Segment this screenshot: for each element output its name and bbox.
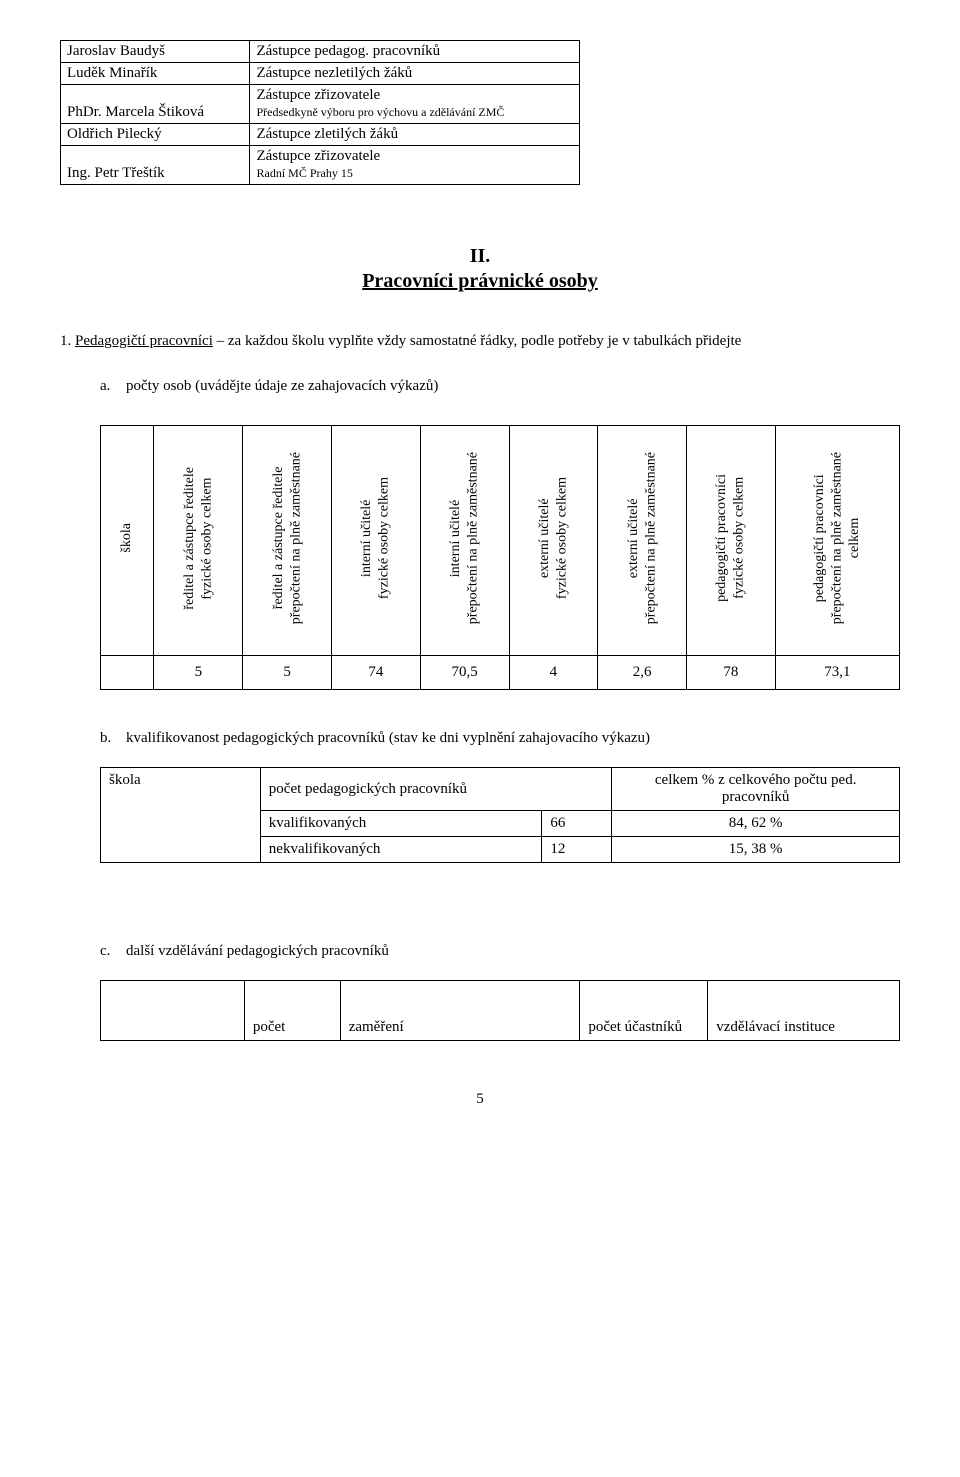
member-role: Zástupce zřizovatele Radní MČ Prahy 15 — [250, 146, 580, 185]
training-col: počet účastníků — [580, 981, 708, 1041]
counts-header: interní učiteléfyzické osoby celkem — [331, 426, 420, 656]
table-row: Ing. Petr Třeštík Zástupce zřizovatele R… — [61, 146, 580, 185]
training-table: počet zaměření počet účastníků vzdělávac… — [100, 980, 900, 1041]
qualification-table: škola počet pedagogických pracovníků cel… — [100, 767, 900, 863]
member-role: Zástupce zletilých žáků — [250, 124, 580, 146]
counts-table: škola ředitel a zástupce ředitelefyzické … — [100, 425, 900, 690]
counts-header-label: ředitel a zástupce ředitelefyzické osoby… — [181, 467, 216, 610]
item-rest: – za každou školu vyplňte vždy samostatn… — [213, 333, 741, 349]
member-name: Luděk Minařík — [61, 63, 250, 85]
counts-header-label: externí učiteléfyzické osoby celkem — [536, 477, 571, 599]
sub-marker: c. — [100, 943, 126, 960]
table-row: Oldřich Pilecký Zástupce zletilých žáků — [61, 124, 580, 146]
table-row: Luděk Minařík Zástupce nezletilých žáků — [61, 63, 580, 85]
counts-header-label: pedagogičtí pracovnícifyzické osoby celk… — [713, 474, 748, 602]
counts-header-label: interní učitelépřepočtení na plně zaměst… — [447, 452, 482, 624]
members-table: Jaroslav Baudyš Zástupce pedagog. pracov… — [60, 40, 580, 185]
table-row: PhDr. Marcela Štiková Zástupce zřizovate… — [61, 85, 580, 124]
training-empty — [101, 981, 245, 1041]
qual-row-pct: 15, 38 % — [612, 837, 900, 863]
counts-header: interní učitelépřepočtení na plně zaměst… — [420, 426, 509, 656]
training-col-text: počet účastníků — [588, 1019, 682, 1035]
role-sub: Předsedkyně výboru pro výchovu a zdělává… — [256, 105, 504, 119]
training-col: zaměření — [340, 981, 580, 1041]
sub-lead: počty osob — [126, 378, 191, 394]
sub-c: c.další vzdělávání pedagogických pracovn… — [100, 943, 900, 1041]
section-number: II. — [60, 245, 900, 268]
sub-lead: další vzdělávání pedagogických pracovník… — [126, 943, 389, 959]
counts-header-label: pedagogičtí pracovnícipřepočtení na plně… — [811, 452, 864, 624]
member-name: Ing. Petr Třeštík — [61, 146, 250, 185]
counts-cell: 5 — [154, 656, 243, 690]
sub-b: b.kvalifikovanost pedagogických pracovní… — [100, 730, 900, 863]
member-name: PhDr. Marcela Štiková — [61, 85, 250, 124]
sub-rest: (stav ke dni vyplnění zahajovacího výkaz… — [385, 730, 650, 746]
counts-header: pedagogičtí pracovnícipřepočtení na plně… — [775, 426, 899, 656]
counts-cell: 73,1 — [775, 656, 899, 690]
counts-cell: 78 — [687, 656, 776, 690]
training-col: počet — [244, 981, 340, 1041]
counts-cell: 2,6 — [598, 656, 687, 690]
member-name: Jaroslav Baudyš — [61, 41, 250, 63]
qual-row-label: kvalifikovaných — [260, 811, 542, 837]
sub-lead: kvalifikovanost pedagogických pracovníků — [126, 730, 385, 746]
qual-h-celkem: celkem % z celkového počtu ped. pracovní… — [612, 768, 900, 811]
sub-marker: a. — [100, 378, 126, 395]
qual-row-label: nekvalifikovaných — [260, 837, 542, 863]
qual-row-pct: 84, 62 % — [612, 811, 900, 837]
counts-header: ředitel a zástupce ředitelepřepočtení na… — [243, 426, 332, 656]
page-number: 5 — [60, 1091, 900, 1108]
counts-cell: 70,5 — [420, 656, 509, 690]
section-title: Pracovníci právnické osoby — [60, 270, 900, 293]
qual-h-pocet: počet pedagogických pracovníků — [260, 768, 612, 811]
counts-header: externí učiteléfyzické osoby celkem — [509, 426, 598, 656]
counts-cell: 4 — [509, 656, 598, 690]
sub-marker: b. — [100, 730, 126, 747]
counts-header-label: interní učiteléfyzické osoby celkem — [358, 477, 393, 599]
role-main: Zástupce zřizovatele — [256, 87, 380, 103]
counts-header-label: externí učitelépřepočtení na plně zaměst… — [625, 452, 660, 624]
item-number: 1. — [60, 333, 71, 349]
counts-cell: 74 — [331, 656, 420, 690]
member-name: Oldřich Pilecký — [61, 124, 250, 146]
sub-rest: (uvádějte údaje ze zahajovacích výkazů) — [191, 378, 438, 394]
counts-header: škola — [101, 426, 154, 656]
qual-row-n: 12 — [542, 837, 612, 863]
qual-h-skola: škola — [101, 768, 261, 863]
member-role: Zástupce zřizovatele Předsedkyně výboru … — [250, 85, 580, 124]
counts-cell: 5 — [243, 656, 332, 690]
member-role: Zástupce nezletilých žáků — [250, 63, 580, 85]
counts-header-label: škola — [118, 523, 136, 553]
member-role: Zástupce pedagog. pracovníků — [250, 41, 580, 63]
item-1: 1. Pedagogičtí pracovníci – za každou šk… — [60, 333, 900, 350]
role-sub: Radní MČ Prahy 15 — [256, 166, 352, 180]
counts-header: pedagogičtí pracovnícifyzické osoby celk… — [687, 426, 776, 656]
counts-header: externí učitelépřepočtení na plně zaměst… — [598, 426, 687, 656]
item-lead: Pedagogičtí pracovníci — [75, 333, 213, 349]
training-col: vzdělávací instituce — [708, 981, 900, 1041]
counts-cell — [101, 656, 154, 690]
table-row: Jaroslav Baudyš Zástupce pedagog. pracov… — [61, 41, 580, 63]
qual-row-n: 66 — [542, 811, 612, 837]
counts-header-label: ředitel a zástupce ředitelepřepočtení na… — [270, 452, 305, 624]
counts-header: ředitel a zástupce ředitelefyzické osoby… — [154, 426, 243, 656]
role-main: Zástupce zřizovatele — [256, 148, 380, 164]
sub-a: a.počty osob (uvádějte údaje ze zahajova… — [100, 378, 900, 690]
